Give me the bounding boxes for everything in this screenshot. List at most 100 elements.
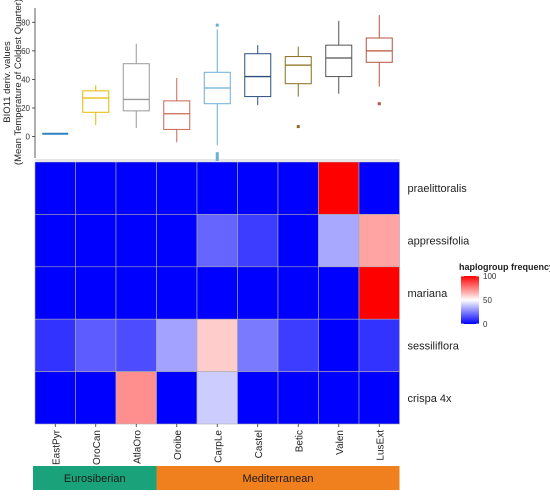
box-LusExt [365, 15, 393, 106]
box-iqr-rect [244, 53, 272, 98]
heatmap-cell [196, 161, 238, 215]
heatmap-cell [115, 266, 157, 320]
box-iqr-rect [325, 44, 353, 78]
boxplot-marks [35, 15, 400, 161]
heatmap-column-labels: EastPyr OroCan AtlaOro Oroibe CarpLe Castel Be… [51, 424, 386, 465]
heatmap-cell [237, 266, 279, 320]
legend-tick-label: 50 [483, 296, 492, 305]
heatmap-column-label: Valen [335, 430, 346, 455]
heatmap-row-label: praelittoralis [408, 183, 468, 195]
box-outlier-point [296, 125, 300, 129]
heatmap-column-label: CarpLe [213, 430, 224, 463]
heatmap-cell [34, 318, 76, 372]
boxplot-y-tick-label: 0 [26, 133, 31, 142]
heatmap-column-label: LusExt [375, 430, 386, 461]
box-iqr-rect [82, 90, 110, 113]
heatmap-cell [358, 214, 400, 268]
box-outlier-point [215, 155, 219, 159]
heatmap-cell [75, 214, 117, 268]
legend-tick-label: 100 [483, 272, 497, 281]
heatmap-cell [115, 161, 157, 215]
box-Betic [284, 46, 312, 129]
box-Valen [325, 20, 353, 94]
heatmap-cell [277, 214, 319, 268]
heatmap-cell [358, 161, 400, 215]
heatmap-cell [318, 318, 360, 372]
legend-tick-label: 0 [483, 320, 488, 329]
box-outlier-point [215, 23, 219, 27]
box-outlier-point [377, 102, 381, 106]
heatmap-cell [358, 266, 400, 320]
heatmap-cell [277, 371, 319, 425]
heatmap-cell [156, 318, 198, 372]
legend-ticks: 0 50 100 [461, 272, 497, 329]
region-group-label: Eurosiberian [64, 473, 126, 485]
heatmap-cell [237, 214, 279, 268]
legend-title: haplogroup frequency [459, 262, 550, 272]
heatmap-column-label: Oroibe [173, 430, 184, 460]
heatmap-cell [115, 371, 157, 425]
heatmap-column-label: OroCan [92, 430, 103, 465]
heatmap-cell [156, 214, 198, 268]
heatmap-cell [156, 371, 198, 425]
box-Oroibe [163, 78, 191, 143]
heatmap-cell [115, 318, 157, 372]
box-OroCan [82, 85, 110, 126]
heatmap-cell [237, 371, 279, 425]
boxplot-y-tick-label: 40 [21, 75, 30, 84]
heatmap-cell [34, 371, 76, 425]
boxplot-y-tick-label: 80 [21, 18, 30, 27]
box-iqr-rect [365, 37, 393, 63]
boxplot-y-tick-label: 20 [21, 104, 30, 113]
box-CarpLe [203, 23, 231, 161]
heatmap-cell [196, 214, 238, 268]
boxplot-panel: 0 20 40 60 80 BIO11 deriv. values (Mean Temp… [2, 0, 400, 165]
heatmap-row-label: mariana [408, 288, 449, 300]
box-AtlaOro [122, 43, 150, 128]
heatmap-legend: haplogroup frequency 0 50 100 [459, 262, 550, 329]
heatmap-panel: praelittoralis appressifolia mariana sessil… [33, 161, 471, 490]
heatmap-row-label: sessiliflora [408, 340, 460, 352]
heatmap-cell [34, 161, 76, 215]
box-iqr-rect [122, 63, 150, 112]
heatmap-cell [318, 371, 360, 425]
boxplot-y-axis: 0 20 40 60 80 [21, 8, 36, 158]
region-group-bar: Eurosiberian Mediterranean [33, 466, 400, 490]
heatmap-cell [75, 161, 117, 215]
box-iqr-rect [284, 56, 312, 85]
boxplot-ylabel-line1: BIO11 deriv. values [2, 41, 13, 123]
box-outlier-point [215, 152, 219, 156]
heatmap-cell [237, 318, 279, 372]
heatmap-cell [318, 266, 360, 320]
heatmap-cell [318, 214, 360, 268]
heatmap-cell [75, 318, 117, 372]
heatmap-cell [115, 214, 157, 268]
legend-colorbar [461, 276, 479, 324]
heatmap-cell [358, 371, 400, 425]
heatmap-cell [196, 266, 238, 320]
heatmap-row-labels: praelittoralis appressifolia mariana sessil… [408, 183, 471, 405]
heatmap-column-label: Betic [294, 430, 305, 452]
heatmap-cell [196, 318, 238, 372]
heatmap-cell [156, 161, 198, 215]
heatmap-column-label: Castel [254, 430, 265, 458]
heatmap-cell [277, 266, 319, 320]
heatmap-cell [277, 161, 319, 215]
box-iqr-rect [163, 100, 191, 130]
heatmap-cell [277, 318, 319, 372]
heatmap-cell [75, 371, 117, 425]
heatmap-cell [156, 266, 198, 320]
boxplot-y-tick-label: 60 [21, 47, 30, 56]
heatmap-cell [196, 371, 238, 425]
region-group-label: Mediterranean [243, 473, 314, 485]
heatmap-cell [34, 266, 76, 320]
heatmap-cell [34, 214, 76, 268]
heatmap-column-label: EastPyr [51, 429, 62, 465]
boxplot-ylabel-line2: (Mean Temperature of Coldest Quarter) [13, 0, 24, 165]
heatmap-column-label: AtlaOro [132, 430, 143, 464]
heatmap-row-label: appressifolia [408, 236, 471, 248]
region-group-bar [156, 466, 400, 490]
heatmap-cell [75, 266, 117, 320]
heatmap-row-label: crispa 4x [408, 393, 453, 405]
heatmap-cell [237, 161, 279, 215]
